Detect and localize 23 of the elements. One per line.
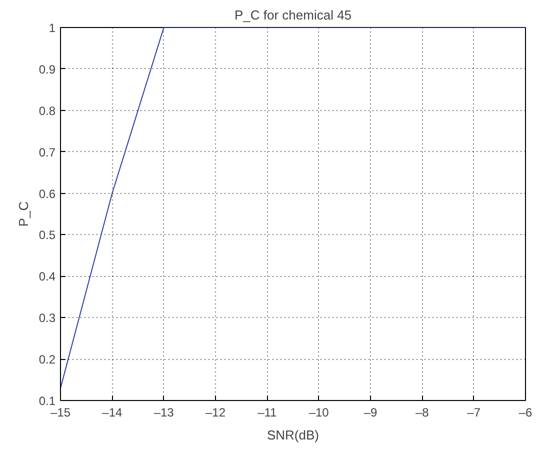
y-tick-label: 0.1	[38, 394, 56, 408]
y-tick-label: 0.6	[38, 186, 56, 201]
x-tick-label: –12	[205, 406, 226, 420]
y-tick-label: 1	[48, 21, 56, 35]
y-tick-label: 0.5	[38, 228, 56, 242]
y-tick-label: 0.3	[38, 311, 56, 326]
y-tick-label: 0.8	[38, 104, 56, 118]
x-tick-label: –13	[154, 406, 174, 420]
chart-title: P_C for chemical 45	[234, 8, 352, 22]
y-tick-label: 0.4	[38, 270, 56, 284]
x-tick-label: –14	[102, 406, 123, 420]
x-tick-label: –10	[308, 406, 330, 420]
y-axis-title: P_C	[16, 201, 31, 227]
x-tick-label: –8	[415, 406, 430, 420]
y-tick-label: 0.2	[38, 352, 56, 367]
y-tick-label: 0.7	[38, 145, 56, 160]
x-axis-title: SNR(dB)	[266, 428, 320, 442]
x-tick-label: –9	[364, 406, 378, 420]
x-tick-label: –15	[50, 406, 71, 420]
x-tick-label: –11	[258, 406, 278, 420]
y-tick-label: 0.9	[38, 62, 56, 76]
x-tick-label: –6	[518, 406, 532, 420]
x-tick-label: –7	[467, 406, 481, 420]
